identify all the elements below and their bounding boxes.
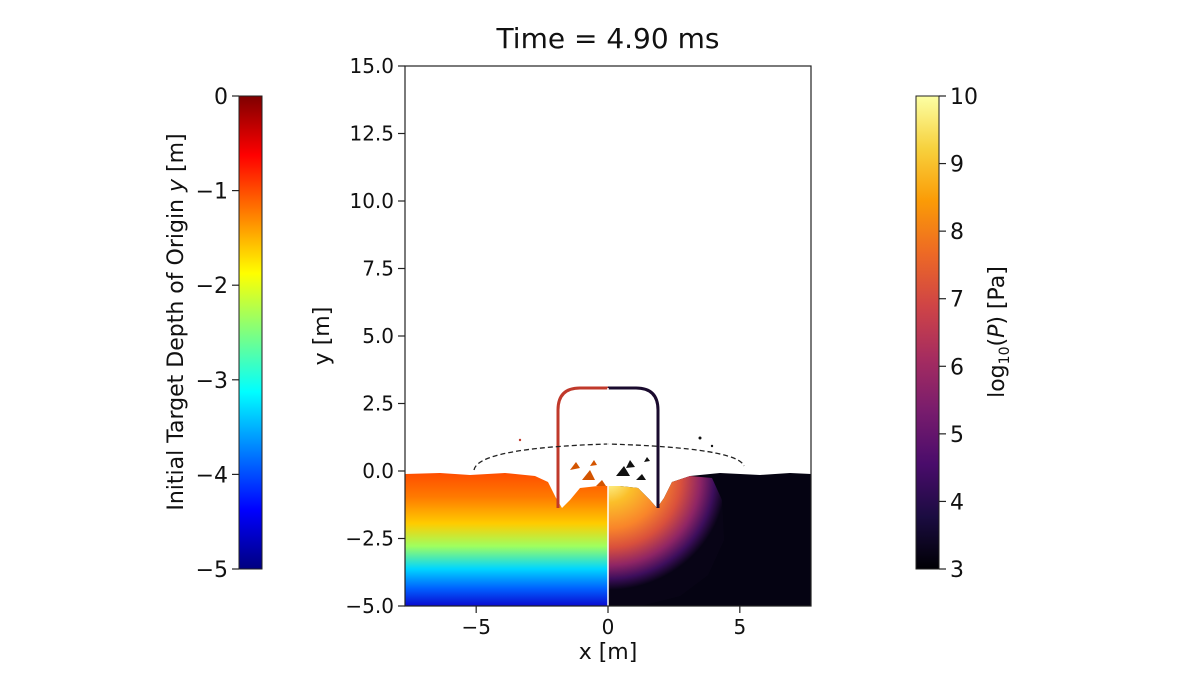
colorbar-right-label-var: P <box>985 324 1010 338</box>
ejecta-arch-right <box>608 386 660 508</box>
y-tick-label: 2.5 <box>362 392 394 416</box>
crater-debris <box>518 436 714 486</box>
y-tick-label: 5.0 <box>362 324 394 348</box>
colorbar-tick-label: −3 <box>196 369 228 394</box>
colorbar-tick-label: −4 <box>196 463 228 488</box>
colorbar-tick-label: 5 <box>950 423 964 448</box>
colorbar-tick-label: 4 <box>950 490 964 515</box>
colorbar-tick-label: 7 <box>950 288 964 313</box>
colorbar-right-label-unit: ) [Pa] <box>985 266 1010 325</box>
colorbar-tick-label: 3 <box>950 558 964 583</box>
colorbar-left-label: Initial Target Depth of Origin y [m] <box>164 133 189 510</box>
colorbar-right-gradient <box>915 95 940 570</box>
colorbar-left: 0 −1 −2 −3 −4 −5 <box>196 85 263 583</box>
colorbar-tick-label: −5 <box>196 558 228 583</box>
colorbar-left-gradient <box>238 95 263 570</box>
x-tick-label: 0 <box>602 615 615 639</box>
x-tick-label: −5 <box>461 615 490 639</box>
x-tick-label: 5 <box>733 615 746 639</box>
colorbar-right-label: log10(P) [Pa] <box>985 266 1013 398</box>
colorbar-right-label-base: 10 <box>997 347 1013 365</box>
y-tick-label: 0.0 <box>362 459 394 483</box>
y-tick-label: 10.0 <box>349 189 394 213</box>
colorbar-left-label-unit: [m] <box>164 133 189 179</box>
y-axis-label: y [m] <box>310 307 335 366</box>
colorbar-tick-label: 10 <box>950 85 978 110</box>
y-tick-label: −2.5 <box>345 527 394 551</box>
x-axis-label: x [m] <box>579 640 638 665</box>
colorbar-tick-label: −2 <box>196 274 228 299</box>
colorbar-right-label-log: log <box>985 364 1010 398</box>
y-tick-label: 15.0 <box>349 54 394 78</box>
y-tick-label: −5.0 <box>345 594 394 618</box>
colorbar-tick-label: 9 <box>950 153 964 178</box>
chart-title: Time = 4.90 ms <box>496 22 720 55</box>
pressure-high-zone <box>608 476 724 606</box>
colorbar-tick-label: −1 <box>196 180 228 205</box>
colorbar-left-label-var: y <box>164 178 189 193</box>
plot-area <box>405 66 811 606</box>
depth-field-left <box>405 473 608 606</box>
ejecta-arch-left <box>556 386 608 508</box>
colorbar-tick-label: 0 <box>214 85 228 110</box>
colorbar-right-label-open: ( <box>985 338 1010 347</box>
axes: 15.0 12.5 10.0 7.5 5.0 2.5 0.0 −2.5 −5.0 −5 0 5 <box>345 54 746 639</box>
colorbar-left-label-part1: Initial Target Depth of Origin <box>164 192 189 511</box>
y-tick-label: 7.5 <box>362 257 394 281</box>
colorbar-right: 10 9 8 7 6 5 4 3 <box>915 85 978 583</box>
colorbar-tick-label: 6 <box>950 355 964 380</box>
y-tick-label: 12.5 <box>349 122 394 146</box>
colorbar-tick-label: 8 <box>950 220 964 245</box>
